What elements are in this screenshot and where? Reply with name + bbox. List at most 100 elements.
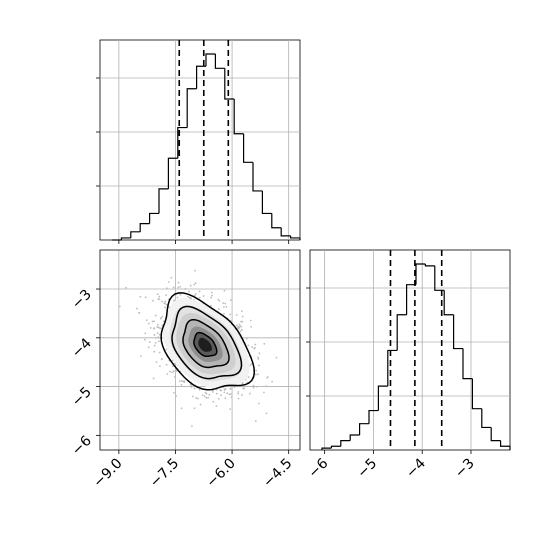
- joint-sample: [139, 295, 142, 298]
- joint-sample: [188, 290, 190, 293]
- hist1-bin-13: [233, 98, 244, 135]
- joint-sample: [156, 293, 159, 296]
- joint-sample: [230, 393, 232, 395]
- joint-sample: [125, 286, 127, 289]
- joint-sample: [158, 298, 161, 301]
- joint-sample: [195, 397, 198, 399]
- param2-ytick-label-0: −6: [69, 433, 95, 459]
- joint-sample: [237, 391, 240, 393]
- joint-sample: [193, 407, 196, 410]
- joint-sample: [240, 310, 243, 313]
- joint-sample: [241, 382, 244, 385]
- joint-sample: [257, 358, 260, 360]
- param2-ytick-label-1: −5: [69, 384, 95, 410]
- joint-sample: [218, 308, 220, 310]
- joint-sample: [228, 393, 231, 396]
- hist2-bin-15: [462, 348, 473, 380]
- joint-sample: [197, 397, 199, 400]
- joint-sample: [165, 303, 168, 306]
- joint-sample: [157, 336, 160, 339]
- joint-sample: [161, 315, 164, 318]
- joint-sample: [241, 394, 243, 396]
- hist1-bin-18: [280, 227, 291, 237]
- joint-sample: [201, 394, 204, 397]
- hist1-bin-15: [252, 162, 263, 192]
- joint-sample: [243, 385, 246, 388]
- hist1-bin-19: [290, 235, 300, 239]
- joint-sample: [230, 396, 233, 399]
- joint-sample: [242, 387, 244, 390]
- hist2-bin-6: [377, 385, 388, 411]
- joint-sample: [271, 380, 273, 383]
- joint-sample: [266, 376, 269, 379]
- joint-sample: [151, 320, 154, 323]
- joint-sample: [148, 341, 151, 343]
- joint-contour-0: [193, 331, 218, 358]
- joint-sample: [210, 296, 213, 299]
- joint-sample: [152, 299, 154, 302]
- joint-sample: [147, 346, 150, 349]
- joint-sample: [198, 296, 201, 299]
- joint-sample: [229, 408, 231, 411]
- joint-sample: [177, 281, 180, 284]
- joint-sample: [154, 341, 157, 344]
- joint-sample: [240, 320, 243, 323]
- joint-sample: [153, 350, 156, 353]
- joint-sample: [165, 294, 167, 297]
- joint-sample: [257, 356, 259, 359]
- joint-sample: [167, 281, 170, 283]
- hist2-bin-5: [368, 409, 379, 424]
- hist1-bin-14: [243, 133, 253, 163]
- joint-sample: [220, 394, 222, 397]
- joint-sample: [224, 397, 227, 399]
- hist2-bin-16: [471, 378, 482, 410]
- joint-sample: [194, 269, 196, 272]
- hist2-bin-11: [424, 264, 435, 267]
- joint-sample: [247, 376, 250, 379]
- joint-sample: [160, 317, 162, 319]
- joint-sample: [237, 397, 240, 400]
- joint-sample: [153, 334, 156, 336]
- joint-sample: [170, 276, 173, 279]
- joint-sample: [210, 304, 212, 307]
- joint-sample: [237, 325, 239, 328]
- joint-sample: [255, 385, 258, 388]
- joint-sample: [217, 298, 220, 301]
- hist1-bin-6: [167, 157, 178, 189]
- hist1-bin-7: [177, 126, 188, 159]
- joint-sample: [249, 364, 252, 367]
- hist1-bin-9: [196, 65, 206, 89]
- joint-sample: [156, 332, 159, 335]
- joint-sample: [171, 371, 174, 374]
- joint-sample: [241, 320, 244, 323]
- joint-sample: [205, 392, 208, 395]
- joint-sample: [207, 396, 210, 399]
- joint-sample: [233, 386, 236, 389]
- joint-sample: [144, 338, 146, 341]
- joint-sample: [191, 425, 193, 427]
- joint-sample: [173, 391, 175, 394]
- hist2-bin-12: [434, 265, 445, 291]
- joint-sample: [257, 373, 259, 376]
- joint-sample: [152, 377, 155, 380]
- joint-sample: [190, 386, 193, 388]
- joint-sample: [263, 391, 265, 394]
- joint-sample: [175, 395, 178, 398]
- joint-sample: [223, 312, 225, 315]
- joint-sample: [241, 315, 244, 318]
- joint-sample: [164, 300, 167, 303]
- joint-sample: [160, 357, 163, 360]
- joint-sample: [247, 344, 250, 347]
- joint-sample: [225, 306, 228, 308]
- joint-density-level-6: [198, 337, 212, 352]
- joint-contour-1: [182, 318, 230, 369]
- joint-sample: [180, 407, 183, 410]
- joint-sample: [208, 393, 211, 396]
- joint-contour-3: [160, 292, 256, 391]
- hist1-bin-4: [149, 212, 159, 224]
- joint-sample: [164, 302, 167, 305]
- joint-sample: [229, 313, 232, 316]
- param2-xtick-label-1: −5: [354, 456, 380, 482]
- joint-sample: [199, 403, 202, 406]
- joint-sample: [180, 379, 183, 382]
